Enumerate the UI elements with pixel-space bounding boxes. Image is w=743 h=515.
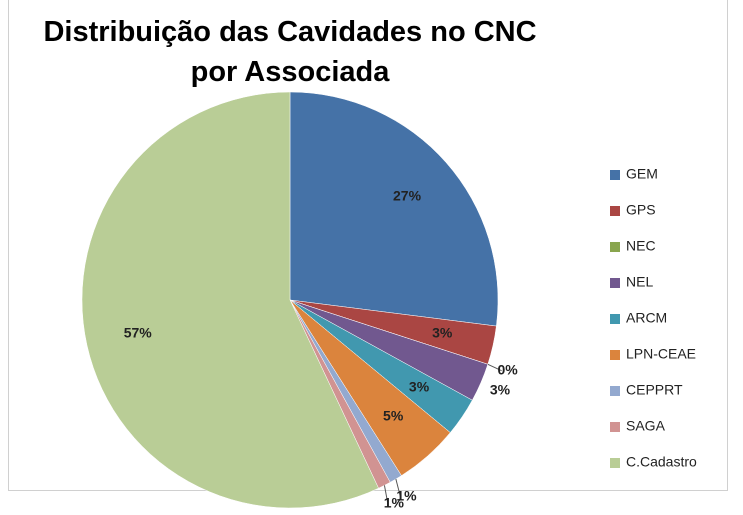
- legend-label: SAGA: [626, 418, 666, 434]
- legend-swatch: [610, 314, 620, 324]
- data-label: 1%: [384, 495, 405, 511]
- pie-slice: [289, 91, 499, 327]
- legend-label: LPN-CEAE: [626, 346, 696, 362]
- leader-line: [487, 363, 502, 372]
- legend-swatch: [610, 206, 620, 216]
- legend-swatch: [610, 350, 620, 360]
- data-label: 0%: [497, 361, 518, 377]
- chart-title: Distribuição das Cavidades no CNC por As…: [43, 16, 537, 88]
- legend-label: C.Cadastro: [626, 454, 697, 470]
- legend-swatch: [610, 278, 620, 288]
- pie-slice: [81, 91, 379, 509]
- legend-label: NEL: [626, 274, 653, 290]
- data-label: 27%: [393, 188, 422, 204]
- legend-swatch: [610, 458, 620, 468]
- data-label: 3%: [432, 325, 453, 341]
- legend-label: GPS: [626, 202, 656, 218]
- legend-swatch: [610, 170, 620, 180]
- legend-label: NEC: [626, 238, 656, 254]
- data-label: 57%: [124, 325, 153, 341]
- legend-swatch: [610, 386, 620, 396]
- legend-swatch: [610, 242, 620, 252]
- leader-line: [395, 478, 401, 498]
- legend-label: ARCM: [626, 310, 667, 326]
- data-label: 3%: [409, 378, 430, 394]
- data-label: 1%: [396, 488, 417, 504]
- legend-label: GEM: [626, 166, 658, 182]
- data-label: 3%: [490, 382, 511, 398]
- legend-swatch: [610, 422, 620, 432]
- legend-label: CEPPRT: [626, 382, 683, 398]
- leader-line: [383, 485, 389, 504]
- data-label: 5%: [383, 408, 404, 424]
